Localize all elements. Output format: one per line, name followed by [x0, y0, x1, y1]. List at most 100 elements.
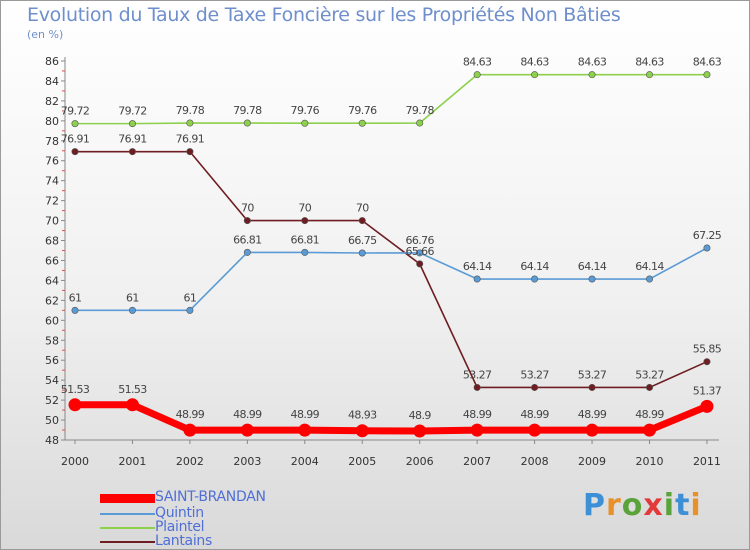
data-label-lantains: 76.91 — [118, 133, 147, 146]
y-tick-label: 58 — [45, 334, 59, 347]
data-label-saint-brandan: 48.99 — [291, 408, 320, 421]
y-tick-label: 48 — [45, 434, 59, 447]
data-label-lantains: 70 — [298, 202, 311, 215]
data-point-quintin — [588, 275, 596, 283]
data-label-saint-brandan: 51.53 — [61, 383, 90, 396]
data-label-saint-brandan: 48.9 — [409, 409, 432, 422]
y-tick-label: 78 — [45, 135, 59, 148]
y-tick-label: 80 — [45, 115, 59, 128]
data-point-plaintel — [703, 71, 711, 79]
data-label-plaintel: 79.72 — [61, 105, 90, 118]
data-label-quintin: 66.81 — [233, 233, 262, 246]
y-tick-label: 50 — [45, 414, 59, 427]
data-label-lantains: 53.27 — [635, 368, 664, 381]
x-tick-label: 2001 — [118, 455, 146, 468]
data-point-saint-brandan — [240, 423, 254, 437]
data-point-lantains — [703, 358, 711, 366]
data-label-lantains: 53.27 — [463, 368, 492, 381]
x-tick-label: 2011 — [693, 455, 721, 468]
proxiti-logo: Proxiti — [583, 488, 702, 523]
data-point-lantains — [186, 148, 194, 156]
data-label-quintin: 64.14 — [463, 260, 492, 273]
data-label-saint-brandan: 51.53 — [118, 383, 147, 396]
y-tick-label: 62 — [45, 294, 59, 307]
data-point-plaintel — [186, 119, 194, 127]
logo-letter: t — [675, 488, 691, 523]
y-tick-label: 66 — [45, 254, 59, 267]
data-label-quintin: 66.75 — [348, 234, 377, 247]
logo-letter: r — [606, 488, 622, 523]
x-tick-label: 2010 — [636, 455, 664, 468]
data-label-plaintel: 84.63 — [520, 56, 549, 69]
series-line-lantains — [74, 150, 708, 389]
data-point-quintin — [473, 275, 481, 283]
series-line-plaintel — [74, 73, 708, 125]
data-point-saint-brandan — [413, 424, 427, 438]
data-label-saint-brandan: 48.99 — [635, 408, 664, 421]
x-tick-label: 2006 — [406, 455, 434, 468]
data-point-saint-brandan — [528, 423, 542, 437]
data-label-lantains: 65.66 — [405, 245, 434, 258]
y-tick-label: 72 — [45, 195, 59, 208]
x-tick-label: 2004 — [291, 455, 319, 468]
data-label-plaintel: 84.63 — [578, 56, 607, 69]
y-tick-label: 60 — [45, 314, 59, 327]
data-label-quintin: 66.76 — [405, 234, 434, 247]
data-label-quintin: 61 — [69, 291, 82, 304]
data-point-lantains — [588, 383, 596, 391]
y-tick-label: 54 — [45, 374, 59, 387]
y-tick-label: 86 — [45, 55, 59, 68]
data-point-lantains — [71, 148, 79, 156]
legend-label-saint-brandan: SAINT-BRANDAN — [155, 489, 266, 505]
data-point-plaintel — [645, 71, 653, 79]
data-label-plaintel: 79.78 — [405, 104, 434, 117]
data-point-quintin — [531, 275, 539, 283]
data-label-plaintel: 79.78 — [176, 104, 205, 117]
y-tick-label: 74 — [45, 175, 59, 188]
logo-letter: i — [690, 488, 702, 523]
data-label-saint-brandan: 48.99 — [463, 408, 492, 421]
data-point-lantains — [358, 217, 366, 225]
data-point-quintin — [128, 306, 136, 314]
y-tick-label: 68 — [45, 235, 59, 248]
data-label-lantains: 70 — [356, 202, 369, 215]
data-label-saint-brandan: 48.99 — [520, 408, 549, 421]
data-label-lantains: 70 — [241, 202, 254, 215]
y-tick-label: 84 — [45, 75, 59, 88]
data-label-plaintel: 79.72 — [118, 105, 147, 118]
y-tick-label: 52 — [45, 394, 59, 407]
data-point-plaintel — [71, 120, 79, 128]
data-label-lantains: 76.91 — [61, 133, 90, 146]
y-tick-label: 82 — [45, 95, 59, 108]
data-point-saint-brandan — [68, 398, 82, 412]
x-tick-label: 2008 — [521, 455, 549, 468]
data-point-plaintel — [243, 119, 251, 127]
data-point-lantains — [645, 383, 653, 391]
data-label-quintin: 64.14 — [635, 260, 664, 273]
data-point-quintin — [416, 249, 424, 257]
data-label-plaintel: 79.78 — [233, 104, 262, 117]
data-label-saint-brandan: 48.99 — [578, 408, 607, 421]
data-point-saint-brandan — [125, 398, 139, 412]
y-tick-label: 76 — [45, 155, 59, 168]
x-tick-label: 2003 — [233, 455, 261, 468]
legend-label-lantains: Lantains — [155, 533, 212, 549]
x-tick-label: 2002 — [176, 455, 204, 468]
data-label-lantains: 55.85 — [693, 343, 722, 356]
data-point-lantains — [473, 383, 481, 391]
data-label-quintin: 64.14 — [578, 260, 607, 273]
data-point-plaintel — [588, 71, 596, 79]
logo-letter: i — [663, 488, 676, 523]
data-point-quintin — [243, 248, 251, 256]
data-point-saint-brandan — [643, 423, 656, 437]
data-point-saint-brandan — [585, 423, 599, 437]
data-point-quintin — [186, 306, 194, 314]
data-label-saint-brandan: 48.99 — [233, 408, 262, 421]
x-tick-label: 2000 — [61, 455, 89, 468]
data-point-saint-brandan — [700, 399, 714, 413]
chart-axes: 48 50 52 54 56 58 60 62 64 66 68 70 72 74 76 78 80 82 84 86… — [45, 55, 721, 468]
data-point-lantains — [243, 217, 251, 225]
data-label-quintin: 61 — [183, 291, 196, 304]
